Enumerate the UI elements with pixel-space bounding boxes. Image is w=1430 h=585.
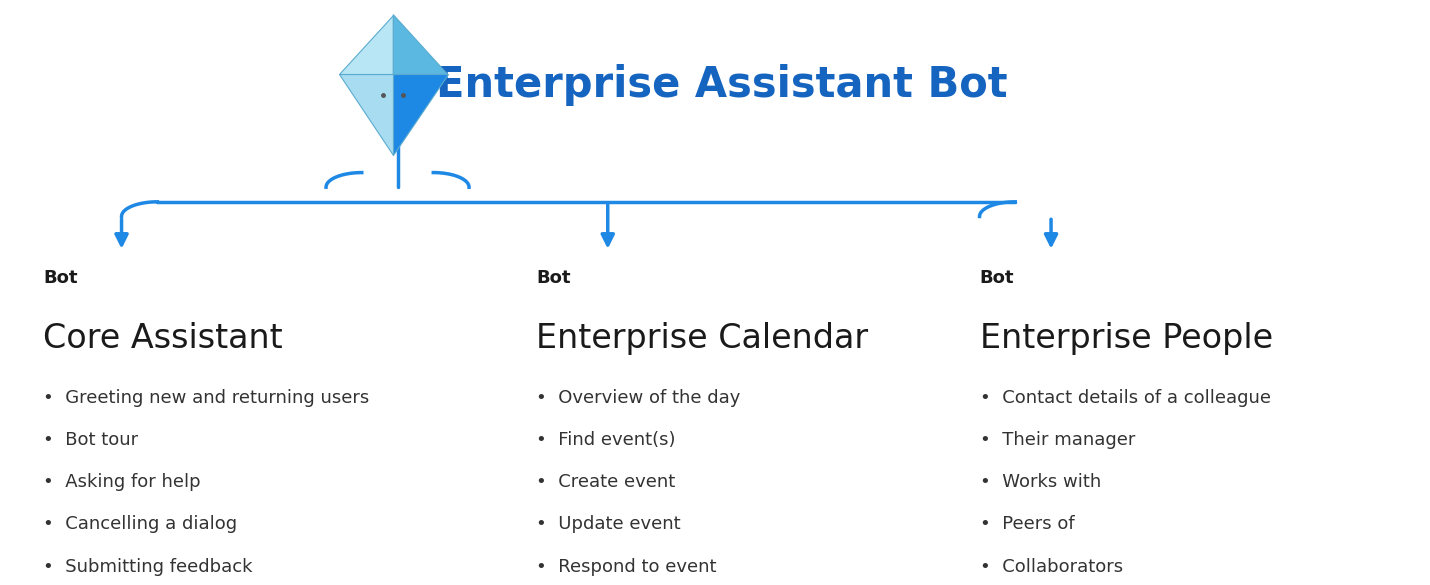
Text: •  Works with: • Works with (980, 473, 1101, 491)
Text: Bot: Bot (43, 269, 77, 287)
Text: Bot: Bot (980, 269, 1014, 287)
Text: •  Cancelling a dialog: • Cancelling a dialog (43, 515, 237, 534)
Text: •  Contact details of a colleague: • Contact details of a colleague (980, 389, 1270, 407)
Text: •  Update event: • Update event (536, 515, 681, 534)
Text: Enterprise Calendar: Enterprise Calendar (536, 322, 868, 355)
Text: •  Create event: • Create event (536, 473, 675, 491)
Text: Enterprise Assistant Bot: Enterprise Assistant Bot (436, 64, 1008, 106)
Text: •  Bot tour: • Bot tour (43, 431, 139, 449)
Text: •  Collaborators: • Collaborators (980, 558, 1123, 576)
Polygon shape (339, 74, 393, 155)
Text: •  Overview of the day: • Overview of the day (536, 389, 741, 407)
Text: Bot: Bot (536, 269, 571, 287)
Polygon shape (339, 15, 393, 74)
Text: •  Their manager: • Their manager (980, 431, 1135, 449)
Text: •  Peers of: • Peers of (980, 515, 1074, 534)
Text: •  Asking for help: • Asking for help (43, 473, 200, 491)
Text: Enterprise People: Enterprise People (980, 322, 1273, 355)
Text: •  Greeting new and returning users: • Greeting new and returning users (43, 389, 369, 407)
Text: •  Respond to event: • Respond to event (536, 558, 716, 576)
Polygon shape (393, 74, 448, 155)
Polygon shape (393, 15, 448, 74)
Text: •  Find event(s): • Find event(s) (536, 431, 676, 449)
Text: Core Assistant: Core Assistant (43, 322, 283, 355)
Text: •  Submitting feedback: • Submitting feedback (43, 558, 253, 576)
